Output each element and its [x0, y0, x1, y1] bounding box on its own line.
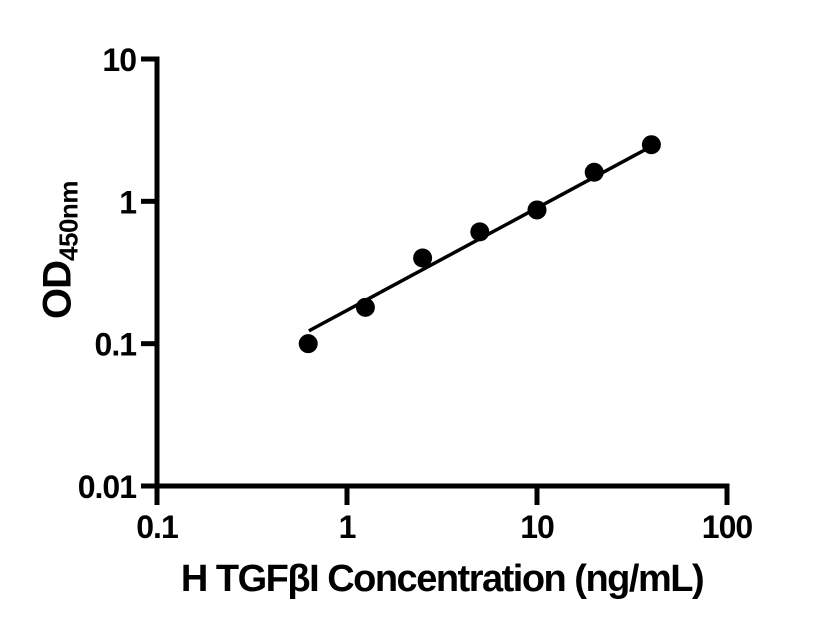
data-point	[355, 297, 375, 317]
data-point	[413, 248, 433, 268]
x-axis-title: H TGFβI Concentration (ng/mL)	[180, 558, 705, 600]
x-axis-tick-label: 100	[702, 509, 753, 545]
y-axis-tick-label: 0.01	[78, 469, 136, 505]
data-point	[584, 162, 604, 182]
x-axis-tick-label: 1	[339, 509, 356, 545]
y-axis-tick-label: 1	[119, 184, 136, 220]
x-axis-tick-label: 10	[520, 509, 554, 545]
x-axis-tick-label: 0.1	[136, 509, 178, 545]
y-axis-title: OD450nm	[36, 181, 85, 319]
data-point	[470, 222, 490, 242]
data-point	[527, 200, 547, 220]
data-point	[641, 135, 661, 155]
y-axis-tick-label: 0.1	[95, 327, 137, 363]
y-axis-title-subscript: 450nm	[53, 181, 84, 261]
y-axis-title-main: OD	[35, 260, 80, 319]
y-axis-tick-label: 10	[102, 42, 136, 78]
data-point	[298, 334, 318, 354]
